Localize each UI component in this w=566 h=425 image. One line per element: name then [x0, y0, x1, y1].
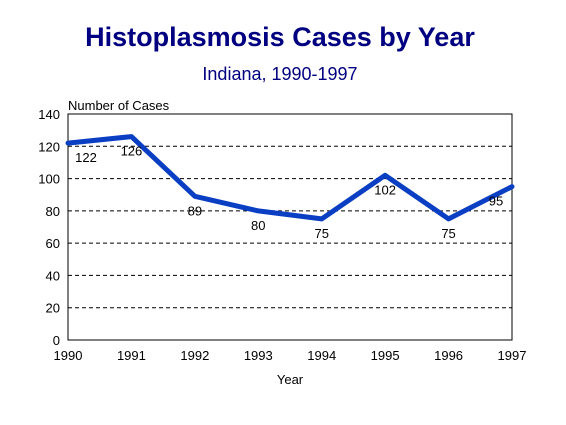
x-axis-ticks: 1990 1991 1992 1993 1994 1995 1996 1997 — [54, 348, 527, 363]
x-tick-label: 1997 — [498, 348, 527, 363]
series-line — [65, 134, 515, 222]
x-tick-label: 1995 — [371, 348, 400, 363]
y-tick-label: 80 — [46, 204, 60, 219]
y-tick-label: 100 — [38, 172, 60, 187]
y-axis-ticks: 0 20 40 60 80 100 120 140 — [38, 107, 60, 348]
x-tick-label: 1991 — [117, 348, 146, 363]
data-label: 89 — [188, 203, 202, 218]
x-tick-label: 1994 — [307, 348, 336, 363]
y-tick-label: 40 — [46, 268, 60, 283]
data-label: 95 — [489, 194, 503, 209]
x-tick-label: 1996 — [434, 348, 463, 363]
data-label: 80 — [251, 218, 265, 233]
plot-frame — [67, 113, 513, 341]
x-tick-label: 1992 — [180, 348, 209, 363]
data-label: 75 — [441, 226, 455, 241]
x-axis-title: Year — [277, 372, 304, 387]
y-tick-label: 0 — [53, 333, 60, 348]
y-tick-label: 20 — [46, 301, 60, 316]
x-tick-label: 1990 — [54, 348, 83, 363]
y-tick-label: 140 — [38, 107, 60, 122]
y-axis-title: Number of Cases — [68, 98, 170, 113]
y-tick-label: 60 — [46, 236, 60, 251]
y-tick-label: 120 — [38, 139, 60, 154]
data-labels: 122 126 89 80 75 102 75 95 — [75, 144, 503, 241]
data-label: 126 — [121, 144, 143, 159]
data-label: 122 — [75, 150, 97, 165]
data-label: 75 — [314, 226, 328, 241]
x-tick-label: 1993 — [244, 348, 273, 363]
data-label: 102 — [374, 182, 396, 197]
chart-subtitle: Indiana, 1990-1997 — [202, 64, 357, 84]
chart-title: Histoplasmosis Cases by Year — [85, 22, 475, 52]
